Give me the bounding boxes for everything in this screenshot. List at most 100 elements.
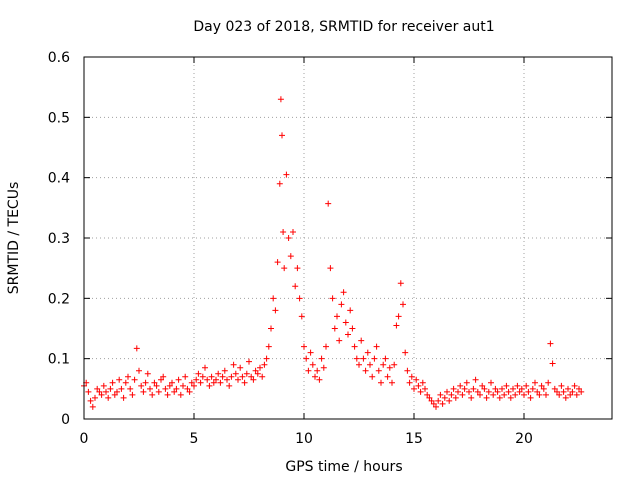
chart-title: Day 023 of 2018, SRMTID for receiver aut…	[193, 19, 494, 35]
data-point	[556, 391, 563, 398]
data-point	[567, 391, 574, 398]
data-point	[180, 382, 186, 389]
data-point	[197, 379, 204, 386]
data-point	[208, 373, 215, 380]
data-point	[109, 379, 116, 386]
data-point	[573, 391, 580, 398]
data-point	[386, 364, 393, 371]
x-tick-label: 20	[515, 431, 533, 447]
data-point	[347, 307, 354, 314]
data-point	[283, 171, 290, 178]
data-point	[481, 385, 488, 392]
data-point	[173, 385, 180, 392]
data-point	[144, 370, 151, 377]
data-point	[164, 391, 171, 398]
data-point	[314, 367, 321, 374]
y-tick-label: 0	[61, 412, 70, 428]
data-point	[169, 379, 175, 386]
data-point	[441, 394, 448, 401]
data-point	[188, 379, 195, 386]
data-point	[371, 355, 378, 362]
data-point	[166, 382, 173, 389]
data-point	[483, 394, 490, 401]
data-point	[292, 283, 299, 290]
data-point	[378, 379, 384, 386]
data-point	[351, 343, 358, 350]
data-point	[219, 373, 226, 380]
data-point	[360, 355, 367, 362]
data-point	[277, 96, 284, 103]
data-point	[397, 280, 404, 287]
data-point	[430, 400, 437, 407]
data-point	[342, 319, 349, 326]
data-point	[525, 388, 532, 395]
data-point	[103, 388, 109, 395]
data-point	[547, 340, 554, 347]
data-point	[411, 385, 417, 392]
data-point	[114, 388, 120, 395]
data-point	[177, 391, 184, 398]
data-point	[252, 367, 259, 374]
data-point	[382, 355, 389, 362]
data-point	[85, 388, 92, 395]
data-point	[199, 373, 206, 380]
data-point	[362, 367, 369, 374]
data-point	[259, 373, 266, 380]
x-tick-label: 0	[80, 431, 89, 447]
data-point	[206, 382, 213, 389]
axis-ticks: 0 5 10 15 20 0 0.1 0.2 0.3 0.4 0.5 0.6	[48, 50, 612, 447]
data-point	[576, 385, 582, 392]
data-point	[316, 376, 323, 383]
data-point	[182, 373, 189, 380]
data-point	[437, 391, 444, 398]
grid	[84, 57, 612, 419]
data-point	[415, 382, 422, 389]
data-point	[457, 382, 464, 389]
data-point	[391, 361, 398, 368]
data-point	[153, 382, 160, 389]
data-point	[417, 388, 424, 395]
data-point	[217, 379, 224, 386]
data-point	[184, 385, 191, 392]
data-point	[426, 394, 433, 401]
data-point	[138, 382, 145, 389]
data-point	[235, 376, 241, 383]
data-point	[261, 361, 268, 368]
data-point	[257, 364, 263, 371]
data-point	[331, 325, 338, 332]
data-point	[175, 376, 182, 383]
data-point	[323, 343, 329, 350]
data-point	[538, 382, 545, 389]
y-tick-label: 0.4	[48, 171, 70, 187]
data-point	[499, 385, 505, 392]
data-point	[501, 391, 508, 398]
data-point	[532, 379, 538, 386]
data-point	[384, 373, 391, 380]
data-point	[419, 379, 426, 386]
data-point	[369, 373, 376, 380]
data-point	[551, 385, 558, 392]
data-point	[228, 373, 235, 380]
data-point	[534, 388, 541, 395]
data-point	[490, 391, 497, 398]
data-point	[479, 382, 486, 389]
y-tick-label: 0.5	[48, 110, 70, 126]
data-point	[158, 376, 164, 383]
data-point	[521, 391, 527, 398]
x-tick-label: 5	[190, 431, 199, 447]
data-point	[435, 397, 442, 404]
data-point	[160, 373, 167, 380]
data-point	[270, 295, 277, 302]
data-point	[527, 394, 534, 401]
data-point	[92, 394, 98, 401]
data-point	[468, 394, 475, 401]
data-point	[540, 385, 547, 392]
data-point	[125, 373, 131, 380]
data-point	[204, 376, 211, 383]
data-point	[129, 391, 136, 398]
data-point	[89, 403, 96, 410]
data-point	[472, 376, 479, 383]
data-point	[155, 388, 162, 395]
data-point	[536, 391, 543, 398]
data-point	[406, 379, 413, 386]
